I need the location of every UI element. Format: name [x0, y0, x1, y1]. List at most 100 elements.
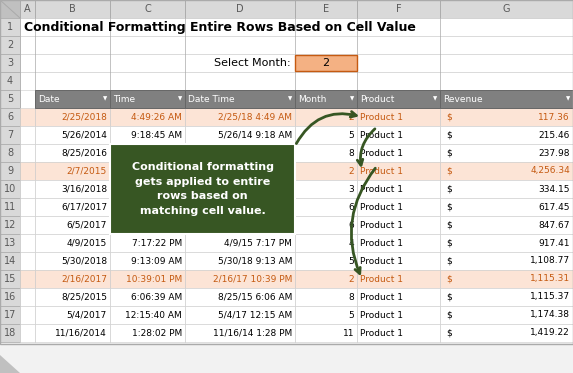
Bar — [110, 90, 185, 108]
Text: Product 1: Product 1 — [360, 292, 403, 301]
Text: 7: 7 — [7, 130, 13, 140]
Bar — [440, 126, 573, 144]
Text: 8: 8 — [348, 292, 354, 301]
Text: Product 1: Product 1 — [360, 310, 403, 320]
Text: $: $ — [446, 329, 452, 338]
Bar — [440, 216, 573, 234]
Text: 1,115.31: 1,115.31 — [530, 275, 570, 283]
Bar — [0, 234, 20, 252]
Text: 6: 6 — [348, 220, 354, 229]
Bar — [110, 144, 295, 234]
Text: 5: 5 — [7, 94, 13, 104]
Bar — [0, 108, 20, 126]
Bar — [20, 72, 573, 90]
Text: 2/25/18 4:49 AM: 2/25/18 4:49 AM — [218, 113, 292, 122]
Text: Product: Product — [360, 94, 394, 103]
Text: 18: 18 — [4, 328, 16, 338]
Text: Product 1: Product 1 — [360, 166, 403, 176]
Text: 8/25/2016: 8/25/2016 — [61, 148, 107, 157]
Bar — [185, 324, 295, 342]
Bar — [20, 216, 35, 234]
Text: ▼: ▼ — [350, 97, 354, 101]
Text: Product 1: Product 1 — [360, 275, 403, 283]
Text: 9:18:45 AM: 9:18:45 AM — [131, 131, 182, 140]
Text: 3: 3 — [7, 58, 13, 68]
Text: 10: 10 — [4, 184, 16, 194]
Text: 2/16/2017: 2/16/2017 — [61, 275, 107, 283]
Text: Product 1: Product 1 — [360, 203, 403, 211]
Text: 847.67: 847.67 — [539, 220, 570, 229]
Text: 8: 8 — [7, 148, 13, 158]
Bar — [20, 234, 35, 252]
Text: 5/30/18 9:13 AM: 5/30/18 9:13 AM — [218, 257, 292, 266]
Bar — [20, 306, 35, 324]
Text: 4:49:26 AM: 4:49:26 AM — [131, 113, 182, 122]
Text: Product 1: Product 1 — [360, 257, 403, 266]
Bar — [20, 180, 35, 198]
Text: $: $ — [446, 257, 452, 266]
Bar — [295, 144, 357, 162]
Bar — [295, 324, 357, 342]
Text: 6/5/2017: 6/5/2017 — [66, 220, 107, 229]
Bar — [440, 0, 573, 18]
Bar — [35, 180, 110, 198]
Bar — [440, 306, 573, 324]
Text: 10:39:01 PM: 10:39:01 PM — [125, 275, 182, 283]
Text: 1:28:02 PM: 1:28:02 PM — [132, 329, 182, 338]
Bar — [0, 324, 20, 342]
Text: Product 1: Product 1 — [360, 329, 403, 338]
Text: 12: 12 — [4, 220, 16, 230]
Bar — [110, 270, 185, 288]
Bar — [185, 216, 295, 234]
Bar — [0, 90, 20, 108]
Bar — [35, 162, 110, 180]
Text: ▼: ▼ — [178, 97, 182, 101]
Bar — [357, 252, 440, 270]
Text: Date: Date — [38, 94, 60, 103]
Text: ▼: ▼ — [103, 97, 107, 101]
Text: $: $ — [446, 275, 452, 283]
Text: 4: 4 — [348, 238, 354, 248]
Bar — [185, 234, 295, 252]
Bar — [295, 126, 357, 144]
Bar — [35, 108, 110, 126]
Text: 16: 16 — [4, 292, 16, 302]
Text: 2: 2 — [348, 275, 354, 283]
Bar — [0, 0, 20, 18]
Text: Date Time: Date Time — [188, 94, 234, 103]
Text: 8/25/2015: 8/25/2015 — [61, 292, 107, 301]
Text: 11: 11 — [4, 202, 16, 212]
Text: 4,256.34: 4,256.34 — [530, 166, 570, 176]
Text: Time: Time — [113, 94, 135, 103]
Bar — [185, 144, 295, 162]
Polygon shape — [0, 355, 20, 373]
Bar — [440, 252, 573, 270]
Text: 5/4/17 12:15 AM: 5/4/17 12:15 AM — [218, 310, 292, 320]
Text: ▼: ▼ — [433, 97, 437, 101]
Bar — [35, 216, 110, 234]
Bar — [185, 162, 295, 180]
Bar — [357, 162, 440, 180]
Text: 14: 14 — [4, 256, 16, 266]
Text: B: B — [69, 4, 76, 14]
Bar — [0, 18, 20, 36]
Bar — [440, 108, 573, 126]
Bar — [357, 270, 440, 288]
Text: 17: 17 — [4, 310, 16, 320]
Bar — [0, 288, 20, 306]
Text: 7:17:22 PM: 7:17:22 PM — [132, 238, 182, 248]
Text: 1,419.22: 1,419.22 — [530, 329, 570, 338]
Bar — [0, 126, 20, 144]
Bar — [295, 162, 357, 180]
Bar — [110, 198, 185, 216]
Text: $: $ — [446, 292, 452, 301]
Text: 1,174.38: 1,174.38 — [530, 310, 570, 320]
Text: 6:06:39 AM: 6:06:39 AM — [131, 292, 182, 301]
Bar — [295, 288, 357, 306]
Bar — [295, 0, 357, 18]
Bar — [357, 180, 440, 198]
Bar — [20, 270, 35, 288]
Bar — [0, 162, 20, 180]
Bar — [35, 234, 110, 252]
Text: $: $ — [446, 203, 452, 211]
